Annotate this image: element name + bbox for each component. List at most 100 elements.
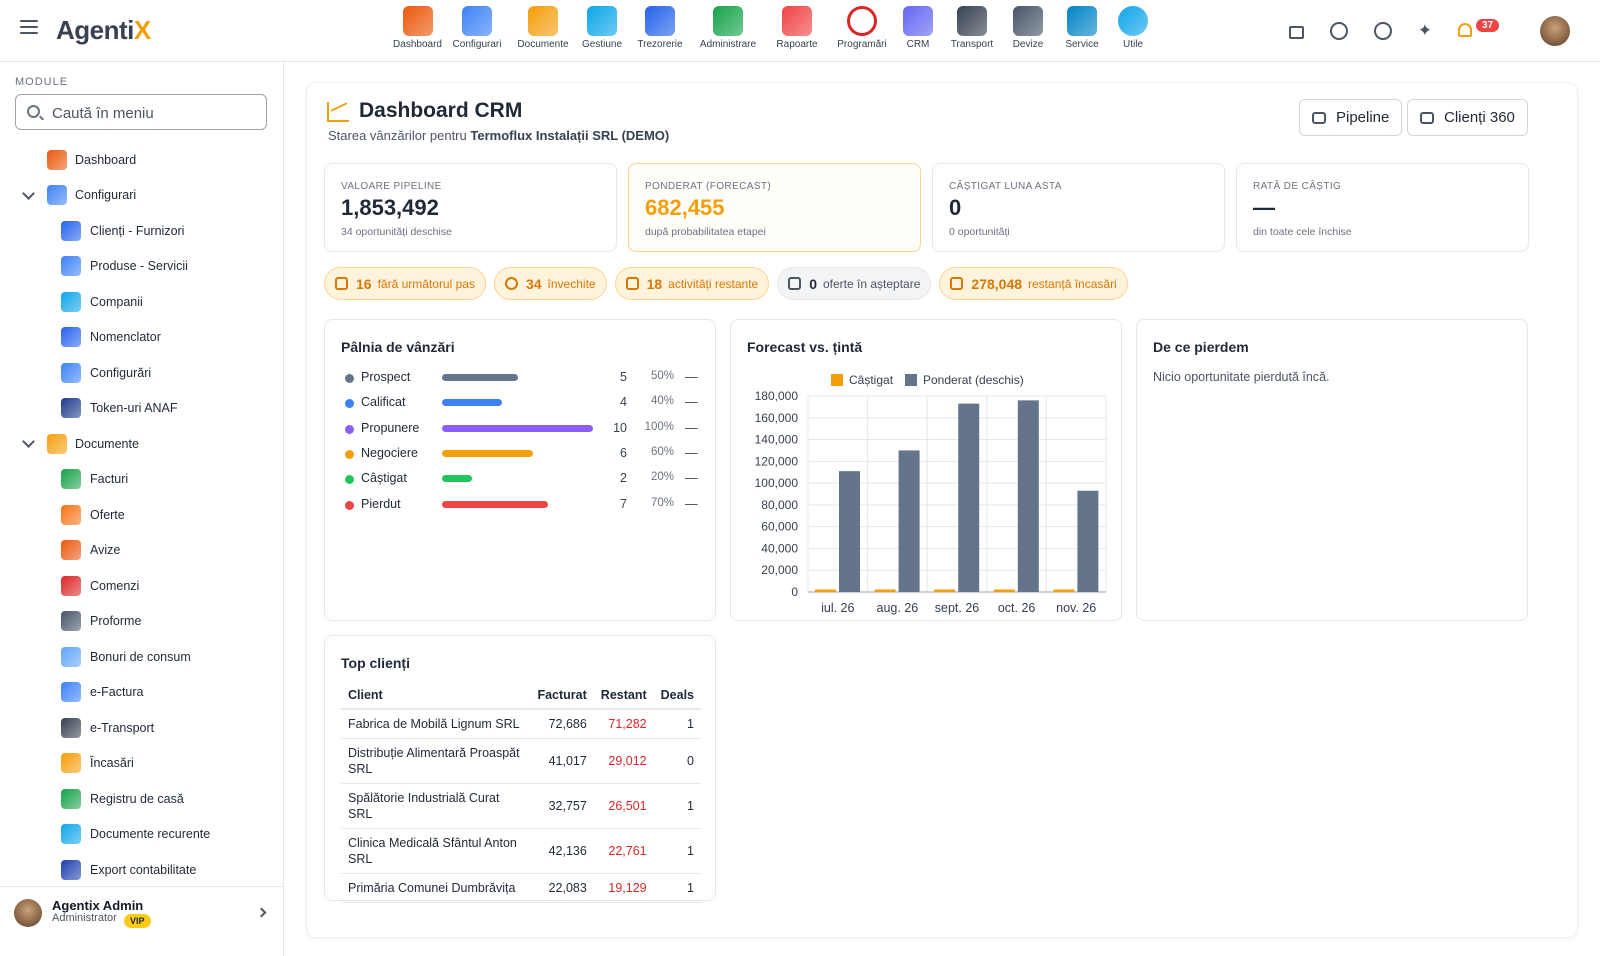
table-row[interactable]: Primăria Comunei Dumbrăvița 22,083 19,129 1: [341, 873, 701, 903]
search-icon: [27, 105, 40, 118]
sidebar-item-export-contabilitate[interactable]: Export contabilitate: [0, 852, 283, 888]
help-icon[interactable]: [1373, 22, 1392, 40]
deals-count: 1: [653, 783, 701, 829]
x-tick-label: aug. 26: [877, 601, 919, 615]
module-trezorerie[interactable]: Trezorerie: [629, 6, 691, 50]
sidebar-item-label: Bonuri de consum: [90, 649, 191, 664]
table-row[interactable]: Fabrica de Mobilă Lignum SRL 72,686 71,282…: [341, 709, 701, 739]
user-avatar-small: [14, 899, 42, 927]
y-tick-label: 140,000: [755, 433, 799, 447]
app-logo[interactable]: AgentiX: [56, 15, 151, 45]
sidebar-item-facturi[interactable]: Facturi: [0, 462, 283, 498]
outstanding-amount: 71,282: [593, 709, 654, 739]
compass-icon[interactable]: [1329, 22, 1348, 40]
module-utile[interactable]: Utile: [1111, 6, 1155, 50]
alert-chip-invechite[interactable]: 34 învechite: [493, 267, 607, 300]
stage-percent: 50%: [650, 370, 674, 382]
invoiced-amount: 72,686: [530, 709, 594, 739]
clients-360-button[interactable]: Clienți 360: [1407, 99, 1528, 136]
module-documente[interactable]: Documente: [511, 6, 575, 50]
sidebar-item-dashboard[interactable]: Dashboard: [0, 142, 283, 178]
alert-chip-oferte-in-asteptare[interactable]: 0 oferte în așteptare: [777, 267, 932, 300]
sidebar-item-documente[interactable]: Documente: [0, 426, 283, 462]
sidebar-item-avize[interactable]: Avize: [0, 533, 283, 569]
module-label: Dashboard: [393, 39, 442, 50]
sidebar-item-e-transport[interactable]: e-Transport: [0, 710, 283, 746]
sidebar-item-token-uri-anaf[interactable]: Token-uri ANAF: [0, 391, 283, 427]
cart-icon: [61, 575, 81, 596]
table-row[interactable]: Clinica Medicală Sfântul Anton SRL 42,136…: [341, 828, 701, 874]
receipt-icon: [61, 646, 81, 667]
module-gestiune[interactable]: Gestiune: [575, 6, 629, 50]
module-rapoarte[interactable]: Rapoarte: [765, 6, 829, 50]
sidebar-item-configurari[interactable]: Configurări: [0, 355, 283, 391]
chevron-down-icon[interactable]: [22, 186, 35, 200]
sidebar-item-clienti-furnizori[interactable]: Clienți - Furnizori: [0, 213, 283, 249]
sidebar: MODULE Dashboard Configurari Clienți - Fur…: [0, 62, 284, 956]
sidebar-item-e-factura[interactable]: e-Factura: [0, 675, 283, 711]
sidebar-item-incasari[interactable]: Încasări: [0, 746, 283, 782]
sidebar-item-documente-recurente[interactable]: Documente recurente: [0, 817, 283, 853]
pipeline-button[interactable]: Pipeline: [1299, 99, 1403, 136]
stage-value: —: [685, 471, 698, 486]
sidebar-item-comenzi[interactable]: Comenzi: [0, 568, 283, 604]
menu-toggle-icon[interactable]: [20, 20, 38, 34]
sidebar-item-companii[interactable]: Companii: [0, 284, 283, 320]
funnel-row-negociere[interactable]: Negociere 6 60% —: [345, 444, 698, 464]
stage-percent: 60%: [650, 445, 674, 458]
funnel-row-prospect[interactable]: Prospect 5 50% —: [345, 368, 698, 388]
sidebar-item-produse-servicii[interactable]: Produse - Servicii: [0, 249, 283, 285]
module-service[interactable]: Service: [1053, 6, 1111, 50]
home-icon[interactable]: [1288, 26, 1304, 39]
module-crm[interactable]: CRM: [895, 6, 941, 50]
vip-badge: VIP: [124, 914, 151, 928]
sidebar-item-label: Încasări: [90, 756, 134, 771]
column-header-deals: Deals: [653, 682, 701, 710]
stage-count: 7: [620, 496, 627, 511]
sidebar-item-proforme[interactable]: Proforme: [0, 604, 283, 640]
user-panel[interactable]: Agentix Admin Administrator VIP: [0, 886, 283, 956]
sidebar-item-label: e-Transport: [90, 720, 155, 735]
delivery-truck-icon: [61, 540, 81, 561]
module-devize[interactable]: Devize: [1003, 6, 1053, 50]
module-transport[interactable]: Transport: [941, 6, 1003, 50]
export-icon: [61, 859, 81, 880]
chevron-right-icon[interactable]: [256, 907, 267, 918]
sidebar-item-registru-de-casa[interactable]: Registru de casă: [0, 781, 283, 817]
module-label: Trezorerie: [637, 39, 683, 50]
alert-chip-fara-urmatorul-pas[interactable]: 16 fără următorul pas: [324, 267, 486, 300]
funnel-row-calificat[interactable]: Calificat 4 40% —: [345, 393, 698, 413]
shield-lock-icon: [61, 398, 81, 419]
user-avatar[interactable]: [1540, 16, 1570, 46]
sparkle-icon[interactable]: ✦: [1417, 21, 1432, 40]
alert-chip-activitati-restante[interactable]: 18 activități restante: [614, 267, 770, 300]
table-row[interactable]: Distribuție Alimentară Proaspăt SRL 41,01…: [341, 738, 701, 784]
sidebar-item-nomenclator[interactable]: Nomenclator: [0, 320, 283, 356]
module-programari[interactable]: Programări: [829, 6, 895, 50]
alert-chip-restanta-incasari[interactable]: 278,048 restanță încasări: [939, 267, 1128, 300]
funnel-row-pierdut[interactable]: Pierdut 7 70% —: [345, 495, 698, 515]
sidebar-item-oferte[interactable]: Oferte: [0, 497, 283, 533]
deals-count: 1: [653, 828, 701, 874]
module-configurari[interactable]: Configurari: [443, 6, 511, 50]
proforma-icon: [61, 611, 81, 632]
module-dashboard[interactable]: Dashboard: [392, 6, 443, 50]
sidebar-item-configurari[interactable]: Configurari: [0, 178, 283, 214]
y-tick-label: 120,000: [755, 454, 799, 468]
table-row[interactable]: Spălătorie Industrială Curat SRL 32,757 26…: [341, 783, 701, 829]
module-label: Rapoarte: [776, 39, 818, 50]
module-administrare[interactable]: Administrare: [691, 6, 765, 50]
car-service-icon: [1067, 6, 1097, 36]
menu-search-input[interactable]: [52, 103, 252, 123]
column-header-facturat: Facturat: [530, 682, 594, 710]
stage-name: Propunere: [361, 420, 420, 435]
sidebar-item-bonuri-de-consum[interactable]: Bonuri de consum: [0, 639, 283, 675]
stage-percent: 100%: [644, 420, 674, 433]
funnel-row-castigat[interactable]: Câștigat 2 20% —: [345, 469, 698, 489]
crm-cycle-icon: [903, 6, 933, 36]
funnel-row-propunere[interactable]: Propunere 10 100% —: [345, 419, 698, 439]
chevron-down-icon[interactable]: [22, 435, 35, 448]
pie-report-icon: [782, 6, 812, 36]
invoiced-amount: 22,083: [530, 873, 594, 903]
notifications-button[interactable]: 37: [1458, 19, 1500, 39]
